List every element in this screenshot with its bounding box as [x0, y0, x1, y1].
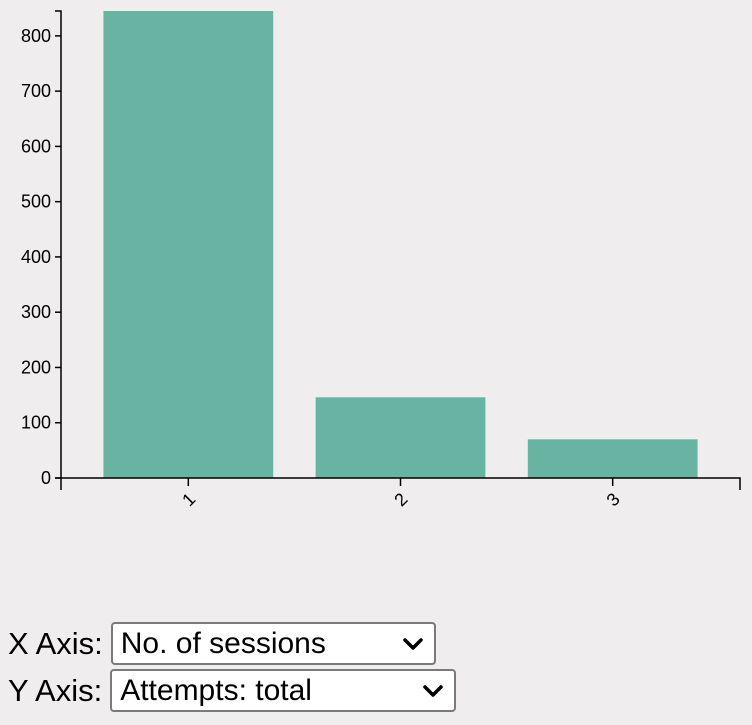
chart-area: 0 100 200 300 400 500 600 700 800 1 2 3: [21, 10, 741, 510]
y-axis-line: [55, 10, 62, 479]
x-axis-control: X Axis: No. of sessions: [8, 620, 456, 667]
chevron-down-icon: [423, 684, 443, 697]
bar-chart: 0 100 200 300 400 500 600 700 800 1 2 3: [21, 10, 741, 510]
bar-3: [527, 439, 698, 478]
x-axis-label: X Axis:: [8, 625, 103, 661]
y-axis-control: Y Axis: Attempts: total: [8, 667, 457, 714]
x-tick-label-2: 2: [390, 489, 411, 510]
chevron-down-icon: [403, 637, 423, 650]
x-tick-label-3: 3: [603, 489, 624, 510]
y-tick-label-700: 700: [21, 81, 51, 101]
y-axis-selected-value: Attempts: total: [120, 673, 312, 707]
y-tick-label-200: 200: [21, 357, 51, 377]
y-tick-label-100: 100: [21, 413, 51, 433]
bar-1: [103, 11, 274, 478]
y-tick-label-800: 800: [21, 26, 51, 46]
x-axis-selected-value: No. of sessions: [120, 626, 326, 660]
y-axis-label: Y Axis:: [8, 672, 103, 708]
chart-svg: 0 100 200 300 400 500 600 700 800 1 2 3: [21, 10, 741, 510]
y-tick-label-500: 500: [21, 192, 51, 212]
y-tick-label-600: 600: [21, 136, 51, 156]
y-axis-select[interactable]: Attempts: total: [110, 669, 457, 712]
y-tick-label-0: 0: [41, 468, 51, 488]
axis-controls: X Axis: No. of sessions Y Axis: Attempts…: [8, 620, 457, 714]
x-tick-label-1: 1: [178, 489, 199, 510]
x-axis-select[interactable]: No. of sessions: [110, 622, 436, 665]
y-tick-label-400: 400: [21, 247, 51, 267]
bar-2: [315, 397, 486, 478]
y-tick-label-300: 300: [21, 302, 51, 322]
